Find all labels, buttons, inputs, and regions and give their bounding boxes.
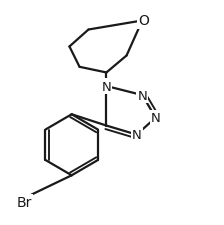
- Text: Br: Br: [17, 196, 32, 209]
- Text: N: N: [151, 112, 161, 125]
- Text: N: N: [137, 89, 147, 102]
- Text: N: N: [132, 128, 142, 142]
- Text: N: N: [101, 80, 111, 93]
- Text: O: O: [138, 14, 149, 28]
